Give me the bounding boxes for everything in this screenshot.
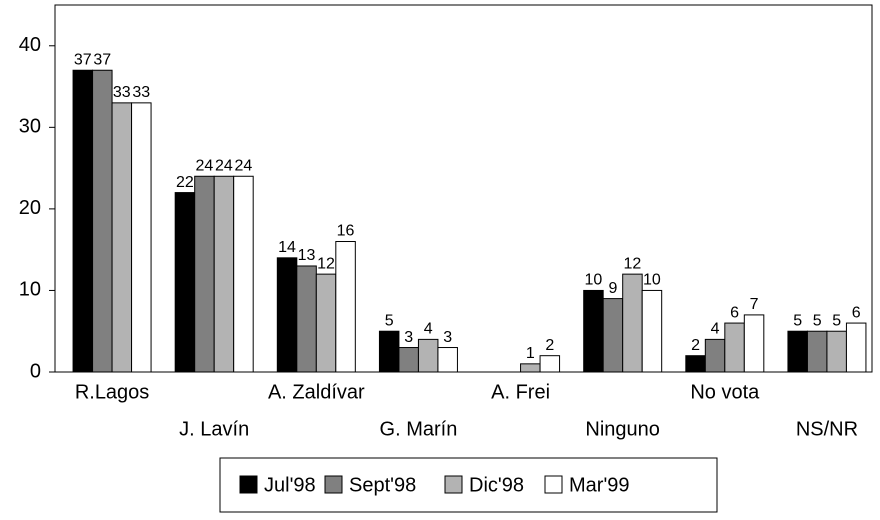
bar [174,192,196,373]
data-label: 37 [93,51,111,68]
bar [641,289,663,373]
data-label: 5 [813,312,822,329]
plot-frame [54,4,873,373]
data-label: 6 [852,304,861,321]
bar [92,69,113,373]
legend-label: Dic'98 [469,474,524,496]
data-label: 33 [132,84,150,101]
data-label: 5 [385,312,394,329]
x-tick-label: J. Lavín [179,418,249,440]
bar [704,338,726,373]
data-label: 10 [585,272,603,289]
y-tick-label: 40 [19,34,41,56]
data-label: 4 [711,321,720,338]
bar [335,241,356,373]
bar [378,330,400,373]
data-label: 13 [298,247,316,264]
x-tick-label: NS/NR [796,418,858,440]
legend-label: Jul'98 [264,474,316,496]
data-label: 9 [608,280,617,297]
data-label: 6 [730,304,739,321]
bar [539,355,561,373]
bar [806,330,828,373]
x-tick-label: Ninguno [585,418,660,440]
data-label: 37 [74,51,92,68]
data-label: 24 [235,157,253,174]
bar [826,330,847,373]
bar [296,265,317,373]
data-label: 12 [624,255,642,272]
y-tick-label: 20 [19,197,41,219]
bar [602,298,624,373]
bar [131,102,152,373]
bar [743,314,765,373]
x-tick-label: R.Lagos [75,381,150,403]
x-tick-label: No vota [690,381,760,403]
legend-box [219,457,718,513]
x-tick-label: A. Frei [491,381,550,403]
data-label: 7 [750,296,759,313]
data-label: 16 [337,223,355,240]
data-label: 24 [215,157,233,174]
data-label: 2 [691,337,700,354]
data-label: 33 [113,84,131,101]
bar [72,69,94,373]
y-tick-label: 0 [30,360,41,382]
bar [583,289,604,373]
bar [398,347,419,373]
bar [315,273,337,373]
data-label: 10 [643,272,661,289]
bar [276,257,298,373]
data-label: 24 [196,157,214,174]
bar [213,175,235,373]
legend-label: Sept'98 [349,474,416,496]
x-tick-label: G. Marín [380,418,458,440]
data-label: 3 [404,329,413,346]
bar [111,102,133,373]
bar [724,322,745,373]
bar [417,338,439,373]
bar [845,322,867,373]
x-tick-label: A. Zaldívar [268,381,365,403]
legend-swatch [239,475,258,494]
bar [194,175,215,373]
legend-swatch [444,475,463,494]
data-label: 22 [176,174,194,191]
legend-swatch [544,475,563,494]
data-label: 5 [832,312,841,329]
data-label: 3 [443,329,452,346]
data-label: 4 [424,321,433,338]
y-tick-label: 30 [19,116,41,138]
legend-label: Mar'99 [569,474,630,496]
legend-swatch [324,475,343,494]
data-label: 1 [526,345,535,362]
bar [520,363,541,373]
data-label: 12 [317,255,335,272]
y-tick-label: 10 [19,279,41,301]
bar [685,355,706,373]
data-label: 2 [545,337,554,354]
bar [437,347,458,373]
data-label: 5 [793,312,802,329]
data-label: 14 [278,239,296,256]
bar [622,273,643,373]
bar [233,175,254,373]
bar [787,330,808,373]
